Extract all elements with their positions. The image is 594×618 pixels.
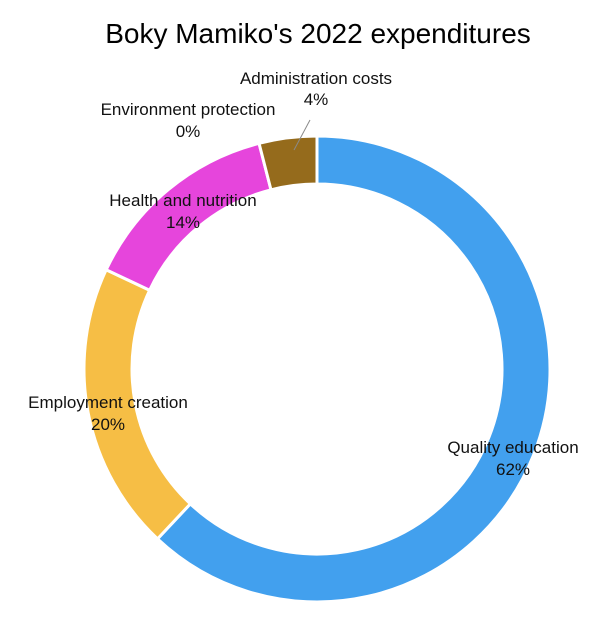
slices-group <box>82 134 552 604</box>
data-label-quality-education: Quality education 62% <box>447 438 578 479</box>
data-label-administration-costs: Administration costs 4% <box>240 69 392 109</box>
data-label-value: 0% <box>176 122 201 141</box>
data-label-value: 14% <box>166 213 200 232</box>
slice-quality-education <box>155 134 552 604</box>
slice-administration-costs <box>257 134 319 192</box>
data-label-health-and-nutrition: Health and nutrition 14% <box>109 191 256 232</box>
data-label-name: Administration costs <box>240 69 392 88</box>
data-label-environment-protection: Environment protection 0% <box>101 100 276 141</box>
leader-lines <box>293 119 311 151</box>
data-label-employment-creation: Employment creation 20% <box>28 393 188 434</box>
data-label-value: 62% <box>496 460 530 479</box>
data-label-name: Environment protection <box>101 100 276 119</box>
chart-title: Boky Mamiko's 2022 expenditures <box>105 18 531 49</box>
leader-line-administration-costs <box>293 119 311 151</box>
data-label-name: Employment creation <box>28 393 188 412</box>
data-labels: Quality education 62% Employment creation 2… <box>28 69 579 479</box>
data-label-name: Health and nutrition <box>109 191 256 210</box>
data-label-name: Quality education <box>447 438 578 457</box>
data-label-value: 20% <box>91 415 125 434</box>
data-label-value: 4% <box>304 90 329 109</box>
